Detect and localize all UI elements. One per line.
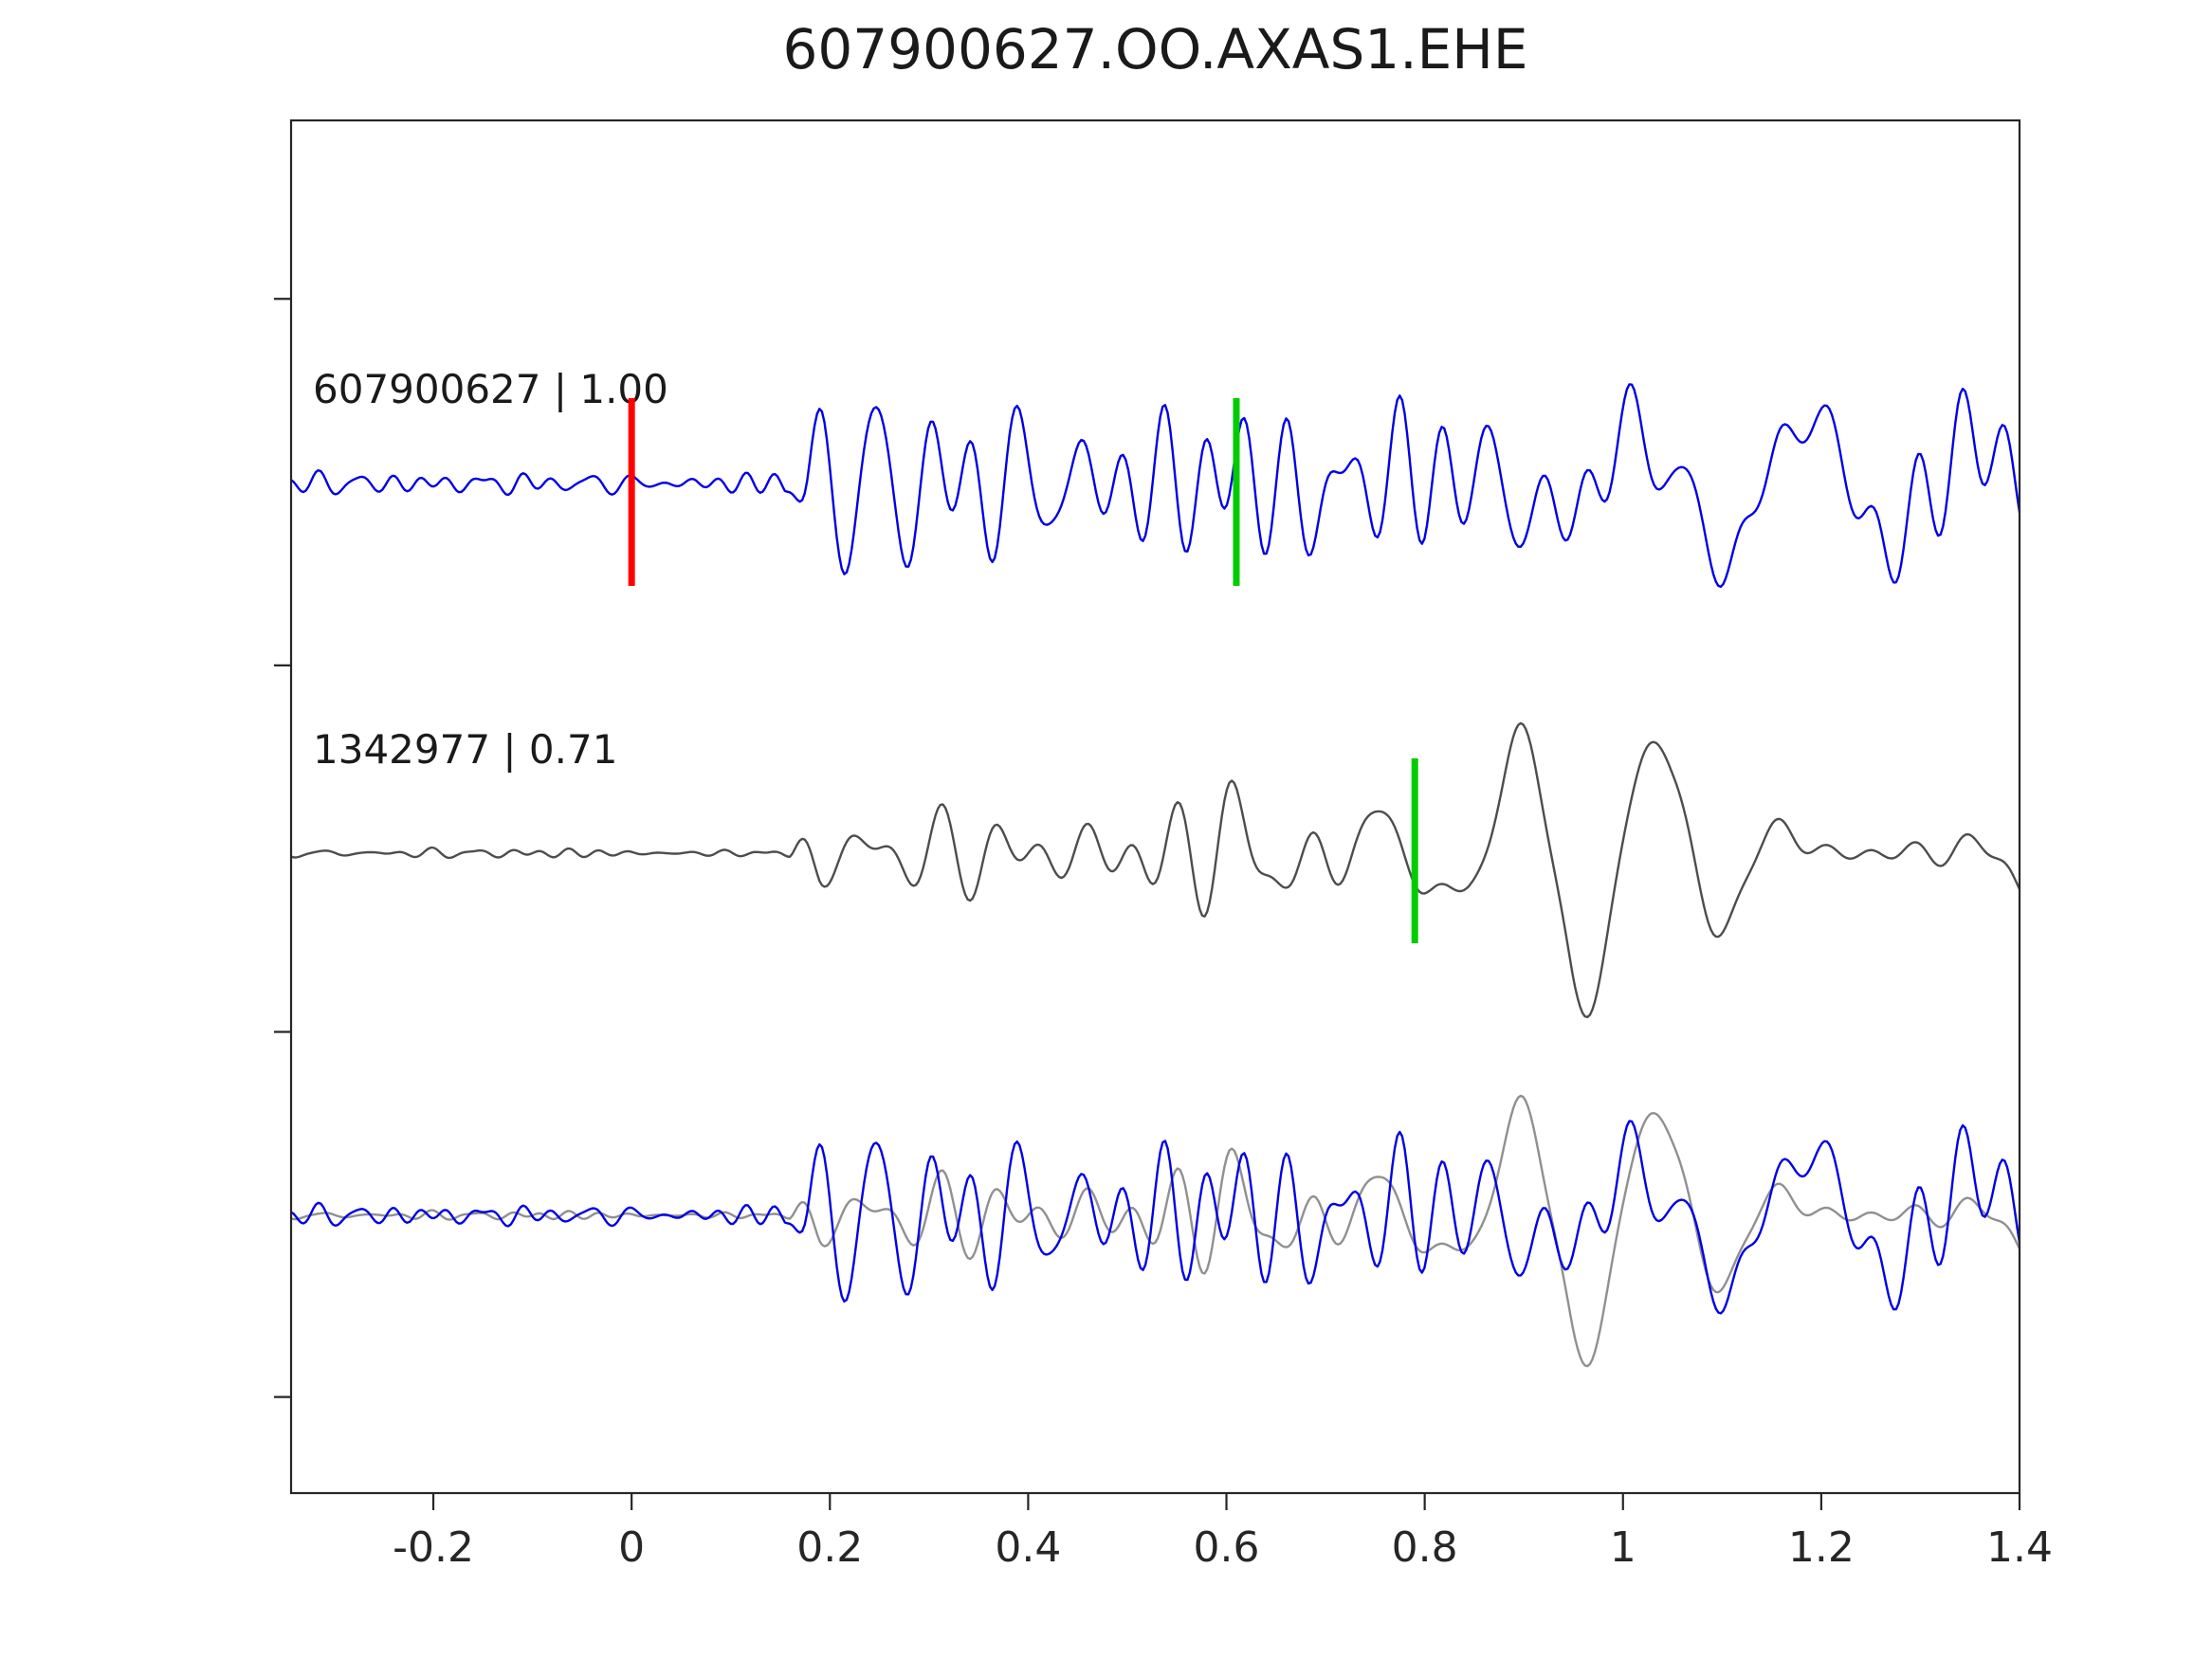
x-tick-label: 0.2	[796, 1523, 863, 1572]
x-tick-label: 0.8	[1392, 1523, 1458, 1572]
x-tick-label: 1.2	[1788, 1523, 1855, 1572]
chart-title: 607900627.OO.AXAS1.EHE	[782, 17, 1528, 82]
x-tick-label: 1.4	[1986, 1523, 2053, 1572]
axes-frame	[289, 118, 2021, 1495]
x-tick-label: -0.2	[393, 1523, 474, 1572]
x-tick-label: 0	[618, 1523, 645, 1572]
x-tick-label: 0.4	[995, 1523, 1061, 1572]
overlay-template-waveform-line	[291, 1120, 2020, 1315]
candidate-trace-label: 1342977 | 0.71	[313, 726, 618, 773]
template-waveform-line	[291, 383, 2020, 589]
x-tick-label: 1	[1610, 1523, 1636, 1572]
overlay-candidate-waveform-line	[291, 1094, 2020, 1368]
template-trace-label: 607900627 | 1.00	[313, 366, 668, 412]
candidate-waveform-line	[291, 721, 2020, 1019]
x-tick-label: 0.6	[1194, 1523, 1260, 1572]
